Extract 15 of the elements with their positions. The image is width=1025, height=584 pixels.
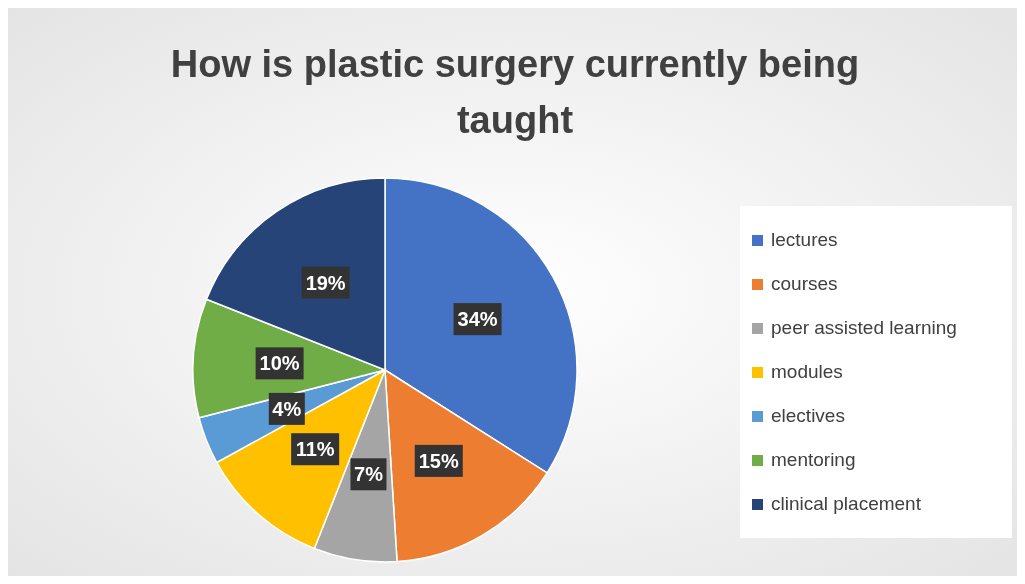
chart-title: How is plastic surgery currently being taught — [169, 42, 861, 143]
data-label: 4% — [272, 397, 302, 420]
legend-label: clinical placement — [771, 493, 921, 515]
data-label: 7% — [354, 463, 384, 486]
legend-label: lectures — [771, 229, 838, 251]
data-label: 15% — [418, 449, 459, 472]
legend-label: mentoring — [771, 449, 856, 471]
data-label: 10% — [259, 352, 300, 375]
data-label: 34% — [457, 308, 498, 331]
legend-label: courses — [771, 273, 838, 295]
legend-label: modules — [771, 361, 843, 383]
data-label: 19% — [305, 271, 346, 294]
legend-label: peer assisted learning — [771, 317, 957, 339]
legend-label: electives — [771, 405, 845, 427]
data-label: 11% — [295, 438, 335, 461]
